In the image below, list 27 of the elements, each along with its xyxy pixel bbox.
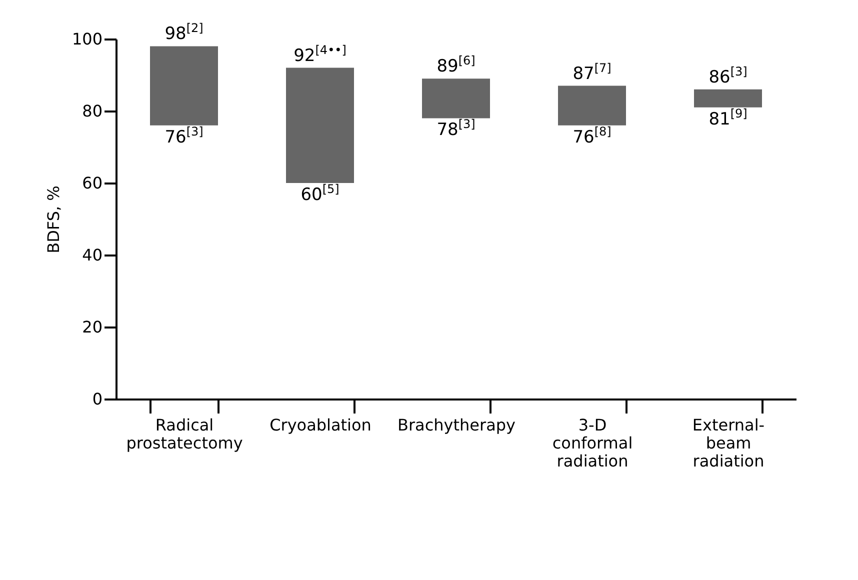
y-tick-label: 80 — [82, 102, 102, 120]
annotation: 76$^{[3]}$ — [164, 124, 204, 148]
bar — [150, 46, 218, 126]
y-tick-label: 100 — [72, 30, 102, 48]
annotation: 92$^{[4••]}$ — [294, 42, 346, 66]
annotation: 81$^{[9]}$ — [708, 106, 748, 130]
x-tick-label: Cryoablation — [270, 416, 372, 434]
x-tick-label: External-beam radiation — [692, 416, 765, 470]
x-tick-label: Brachytherapy — [397, 416, 516, 434]
annotation: 98$^{[2]}$ — [164, 21, 204, 44]
bar — [558, 86, 626, 126]
bar — [422, 78, 490, 118]
annotation: 87$^{[7]}$ — [572, 60, 612, 84]
annotation: 76$^{[8]}$ — [572, 124, 612, 148]
y-tick-label: 60 — [82, 174, 102, 192]
y-tick-label: 20 — [82, 318, 102, 336]
annotation: 89$^{[6]}$ — [436, 54, 476, 77]
annotation: 60$^{[5]}$ — [300, 182, 340, 205]
x-tick-label: Radical prostatectomy — [126, 416, 243, 452]
bar — [286, 68, 354, 183]
x-tick-label: 3-D conformal radiation — [552, 416, 633, 470]
y-axis-title: BDFS, % — [44, 186, 63, 254]
y-tick-label: 0 — [92, 390, 102, 408]
annotation: 78$^{[3]}$ — [436, 117, 476, 140]
y-tick-label: 40 — [82, 246, 102, 264]
bar — [694, 89, 762, 108]
annotation: 86$^{[3]}$ — [708, 64, 748, 88]
